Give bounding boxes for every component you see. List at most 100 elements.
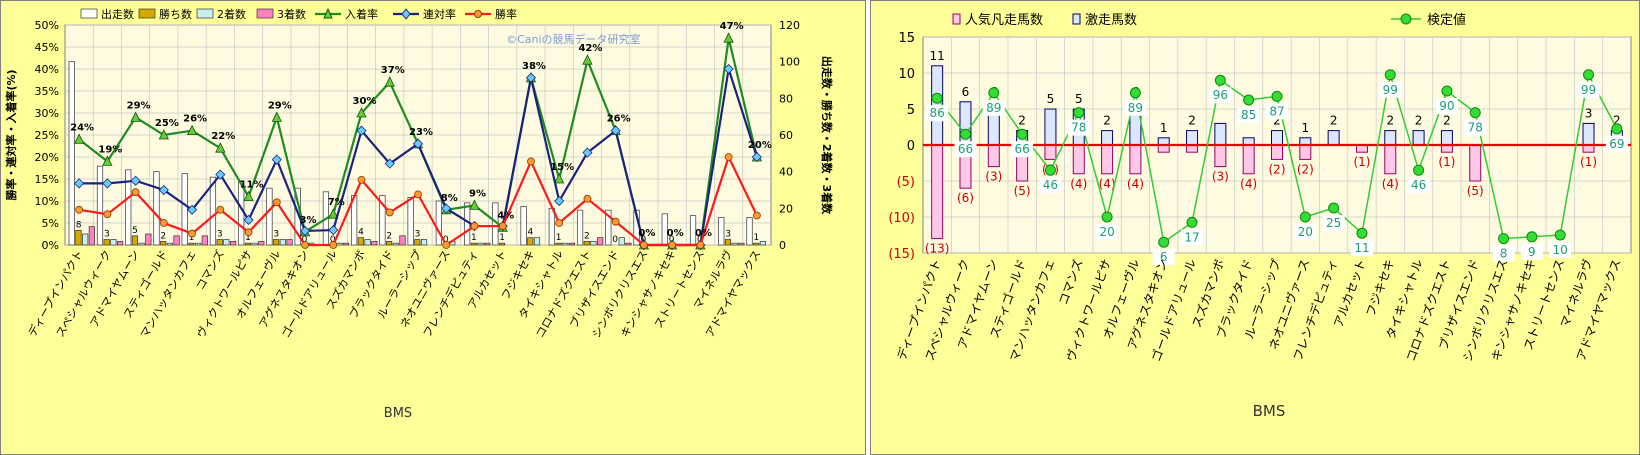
- bar-gekisou: [1214, 122, 1227, 146]
- bar-runs: [605, 209, 612, 246]
- kentei-label-bg: [1237, 107, 1260, 123]
- kentei-data-label: 25: [1326, 216, 1341, 230]
- kentei-label-bg: [1096, 224, 1119, 240]
- place-rate-data-label: 4%: [497, 210, 514, 221]
- kentei-label-bg: [1011, 141, 1034, 158]
- kentei-point: [1016, 128, 1028, 140]
- wins-data-label: 1: [499, 233, 505, 243]
- kentei-label-bg: [1209, 87, 1232, 104]
- place-rate-data-label: 0%: [638, 228, 655, 239]
- kentei-point: [1299, 211, 1311, 223]
- kentei-data-label: 46: [1043, 178, 1058, 192]
- bar-gekisou: [1327, 130, 1340, 146]
- bar-wins: [188, 242, 195, 246]
- bar-ninki-bonsou: [1101, 144, 1114, 175]
- place-rate-point: [554, 173, 565, 184]
- win-rate-point: [583, 194, 592, 203]
- watermark: ©Caniの競馬データ研究室: [506, 32, 640, 46]
- kentei-label-bg: [1350, 240, 1373, 257]
- legend-swatch: [952, 13, 961, 25]
- rentai-rate-point: [102, 178, 113, 189]
- bar-gekisou: [1186, 130, 1199, 146]
- kentei-point: [1044, 164, 1056, 176]
- positive-data-label: 2: [1443, 114, 1451, 128]
- bar-gekisou: [1101, 130, 1114, 146]
- bar-second: [279, 239, 286, 246]
- rentai-rate-point: [215, 169, 226, 180]
- rentai-rate-point: [243, 214, 254, 225]
- place-rate-data-label: 3%: [300, 215, 317, 226]
- y-tick-label: 45%: [35, 41, 59, 54]
- rentai-rate-point: [441, 203, 452, 214]
- bar-runs: [548, 207, 555, 246]
- y-tick-label: (5): [897, 175, 915, 190]
- bar-second: [110, 239, 117, 246]
- bar-runs: [153, 171, 160, 246]
- bar-wins: [160, 240, 167, 246]
- rentai-rate-point: [299, 225, 311, 236]
- bar-second: [223, 239, 230, 246]
- wins-data-label: 3: [104, 230, 110, 240]
- kentei-data-label: 89: [986, 101, 1001, 115]
- win-rate-point: [724, 153, 733, 161]
- y2-tick-label: 120: [779, 19, 800, 32]
- y-tick-label: 40%: [35, 63, 59, 76]
- y2-tick-label: 80: [779, 92, 793, 105]
- win-rate-point: [188, 229, 196, 238]
- kentei-data-label: 17: [1184, 230, 1199, 244]
- bar-gekisou: [1044, 108, 1057, 146]
- rentai-rate-point: [751, 151, 762, 163]
- positive-data-label: 3: [1585, 106, 1593, 120]
- kentei-label-bg: [1549, 242, 1572, 258]
- bar-wins: [753, 242, 760, 246]
- bar-runs: [181, 173, 188, 246]
- kentei-point: [1158, 236, 1170, 248]
- bar-second: [731, 242, 738, 246]
- y2-tick-label: 60: [779, 129, 793, 142]
- place-rate-point: [271, 111, 282, 122]
- win-rate-point: [75, 205, 84, 214]
- rentai-rate-point: [187, 204, 198, 215]
- legend-marker: [401, 8, 411, 20]
- kentei-point: [1384, 69, 1396, 81]
- legend-label: 人気凡走馬数: [965, 12, 1043, 28]
- kentei-data-label: 10: [1553, 243, 1568, 257]
- bar-second: [166, 242, 173, 246]
- bar-wins: [583, 240, 590, 246]
- rentai-rate-point: [412, 138, 424, 149]
- wins-data-label: 5: [132, 226, 138, 236]
- negative-data-label: (1): [1580, 155, 1597, 169]
- bar-wins: [724, 239, 732, 246]
- kentei-label-bg: [1379, 81, 1402, 98]
- place-rate-point: [186, 124, 198, 136]
- wins-data-label: 2: [386, 231, 392, 241]
- bar-second: [759, 240, 767, 246]
- bar-ninki-bonsou: [987, 144, 1000, 168]
- place-rate-data-label: 47%: [720, 21, 744, 32]
- bar-second: [364, 239, 371, 246]
- bar-gekisou: [1412, 130, 1425, 146]
- kentei-data-label: 66: [1014, 142, 1029, 156]
- kentei-label-bg: [1067, 119, 1090, 136]
- place-rate-data-label: 20%: [748, 140, 772, 151]
- rentai-rate-point: [356, 125, 367, 136]
- wins-data-label: 4: [528, 228, 534, 238]
- bar-second: [420, 239, 428, 246]
- legend-swatch: [138, 8, 156, 19]
- bar-runs: [379, 195, 386, 246]
- legend-label: 3着数: [277, 7, 306, 21]
- legend-label: 2着数: [217, 7, 246, 21]
- positive-data-label: 2: [1273, 114, 1281, 128]
- kentei-point: [1356, 227, 1368, 239]
- y2-tick-label: 20: [779, 202, 793, 215]
- y2-tick-label: 0: [779, 239, 786, 252]
- x-tick-label: コマンズ: [1055, 257, 1085, 307]
- y-tick-label: 25%: [35, 129, 59, 142]
- y-tick-label: 0: [907, 139, 915, 154]
- legend-label: 検定値: [1427, 12, 1466, 28]
- y-axis-title: 勝率・連対率・入着率(%): [4, 69, 18, 200]
- place-rate-point: [243, 190, 254, 202]
- kentei-data-label: 11: [1354, 241, 1369, 255]
- bar-third: [145, 233, 152, 246]
- kentei-point: [931, 92, 943, 104]
